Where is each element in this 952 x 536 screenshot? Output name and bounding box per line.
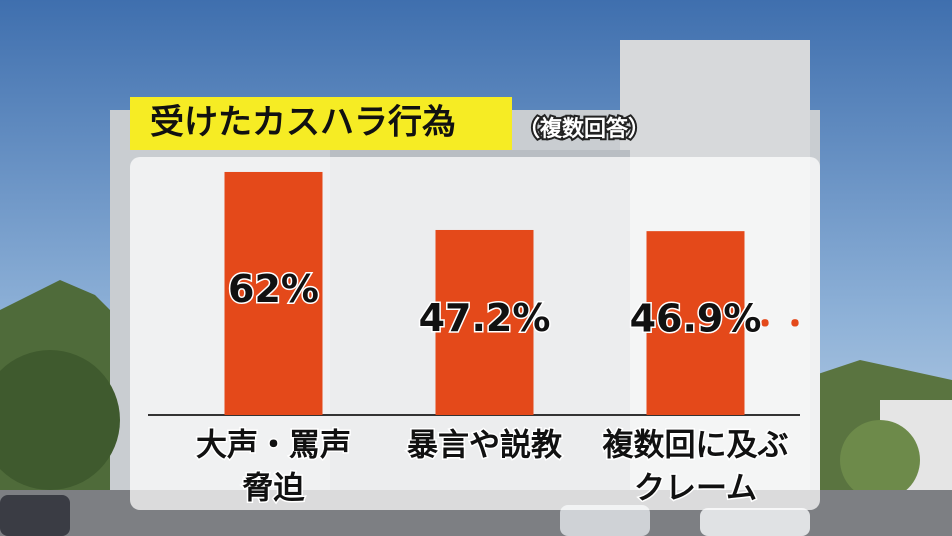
x-tick-label: 複数回に及ぶ bbox=[603, 428, 789, 464]
bar bbox=[646, 231, 745, 415]
x-tick-label: 大声・罵声 bbox=[196, 428, 351, 464]
value-label: 47.2% bbox=[419, 296, 551, 340]
title-box bbox=[130, 97, 512, 150]
value-label: 46.9% bbox=[630, 297, 762, 341]
bar bbox=[224, 171, 323, 415]
x-tick-label: 暴言や説教 bbox=[407, 428, 562, 464]
x-tick-label: クレーム bbox=[634, 471, 757, 507]
chart-title: 受けたカスハラ行為 bbox=[150, 103, 456, 143]
x-tick-label: 脅迫 bbox=[243, 471, 305, 507]
bar bbox=[435, 229, 534, 415]
chart-subtitle: （複数回答） bbox=[518, 116, 650, 142]
value-label: 62% bbox=[228, 267, 319, 311]
